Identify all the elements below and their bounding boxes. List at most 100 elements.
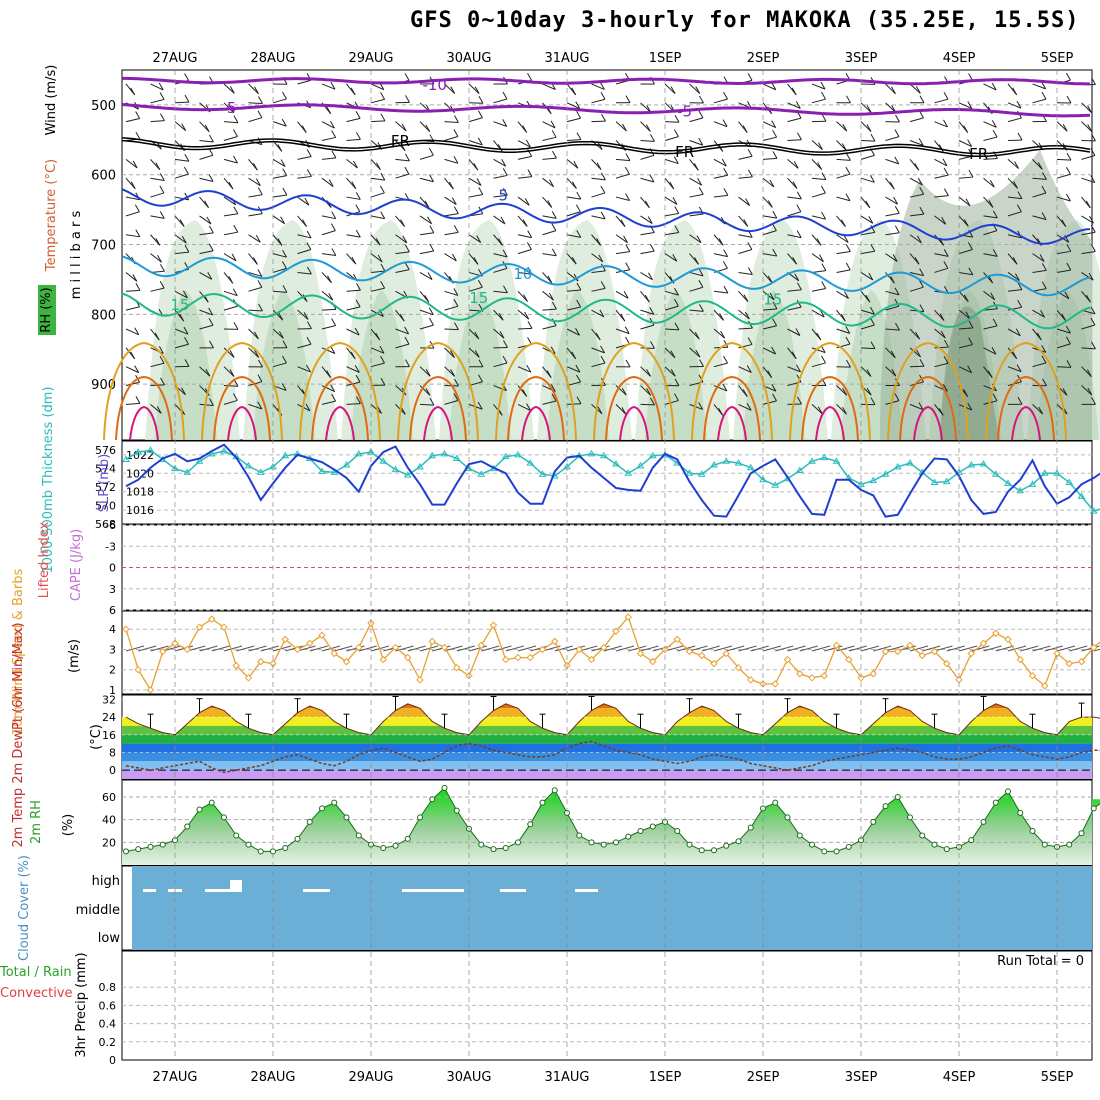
rh-marker xyxy=(123,848,129,855)
wind-barb xyxy=(346,117,361,123)
wind-barb-flag xyxy=(281,261,287,269)
wind-barb-flag xyxy=(258,359,263,368)
wind-barb-flag xyxy=(650,341,655,349)
surface-wind-barb xyxy=(726,645,745,652)
rh-marker xyxy=(1066,841,1073,848)
wind-barb xyxy=(248,271,263,277)
wind-barb-flag xyxy=(576,132,582,140)
wind-barb-flag xyxy=(1016,204,1022,213)
wind-barb-flag xyxy=(845,193,851,201)
wind-barb xyxy=(811,347,826,354)
thickness-marker xyxy=(342,461,351,468)
rh-region xyxy=(253,290,315,440)
wind-barb xyxy=(1081,102,1092,113)
wind-barb-flag xyxy=(429,225,435,233)
wind-barb-flag xyxy=(967,101,973,109)
wind-barb-flag xyxy=(1016,364,1022,372)
li-tick-label: 3 xyxy=(109,583,116,596)
wind-barb xyxy=(640,121,651,132)
wind-barb xyxy=(885,196,898,205)
wind-barb xyxy=(738,327,753,330)
wind-barb xyxy=(444,158,459,164)
wind-barb-flag xyxy=(699,359,704,367)
wind-barb xyxy=(909,271,924,277)
wind-barb xyxy=(640,215,653,224)
surface-wind-barb xyxy=(1032,645,1051,652)
thickness-marker xyxy=(746,463,755,471)
rh-marker xyxy=(453,807,460,814)
wind-barb-flag xyxy=(158,346,164,354)
temp-tick-label: 16 xyxy=(102,729,116,742)
wind-barb xyxy=(370,83,384,91)
wind-barb xyxy=(909,328,920,340)
wind-barb-flag xyxy=(1017,282,1023,290)
wind-barb xyxy=(591,270,606,273)
wind-barb xyxy=(811,140,823,151)
wind-speed-marker xyxy=(146,686,155,694)
wind-barb-flag xyxy=(840,313,846,322)
wind-barb-flag xyxy=(722,119,728,127)
wind-speed-marker xyxy=(1016,655,1024,664)
wind-barb xyxy=(419,385,431,396)
wind-barb xyxy=(199,154,214,160)
wind-barb xyxy=(664,83,676,95)
wind-barb-flag xyxy=(669,181,675,190)
wind-barb-flag xyxy=(943,188,949,196)
wind-axis-label: 10m Wind Speed & Barbs xyxy=(11,569,26,736)
wind-barb-flag xyxy=(159,92,165,100)
temp-contour-25 xyxy=(899,375,957,441)
wind-barb-flag xyxy=(868,272,874,281)
wind-barb xyxy=(370,347,385,354)
wind-barb-flag xyxy=(331,393,337,402)
wind-barb-flag xyxy=(870,397,876,405)
wind-barb-flag xyxy=(375,332,381,341)
wind-barb-flag xyxy=(597,406,603,414)
wind-barb xyxy=(566,403,582,405)
wind-barb-flag xyxy=(257,110,263,118)
wind-barb-flag xyxy=(573,160,579,169)
wind-barb xyxy=(150,99,165,104)
wind-barb-flag xyxy=(302,294,308,302)
wind-barb xyxy=(1007,196,1022,200)
wind-barb-flag xyxy=(159,211,165,219)
wind-barb-flag xyxy=(571,256,577,265)
wind-speed-marker xyxy=(257,657,265,666)
date-label-bottom: 4SEP xyxy=(943,1070,976,1085)
wind-barb xyxy=(444,328,459,331)
wind-barb xyxy=(591,177,606,181)
wind-barb-flag xyxy=(846,95,851,104)
wind-barb xyxy=(566,102,580,110)
wind-barb xyxy=(836,158,851,161)
wind-barb xyxy=(713,121,728,128)
wind-barb xyxy=(272,328,284,339)
temp-contour-20 xyxy=(691,341,773,441)
wind-barb xyxy=(346,158,358,169)
wind-barb xyxy=(223,385,239,387)
wind-barb-flag xyxy=(844,291,849,299)
wind-barb-flag xyxy=(575,364,581,373)
wind-barb-flag xyxy=(575,204,581,213)
wind-barb xyxy=(738,403,752,411)
wind-barb-flag xyxy=(600,185,606,194)
wind-speed-marker xyxy=(379,655,387,664)
wind-barb-flag xyxy=(478,187,484,195)
wind-barb-flag xyxy=(209,398,214,406)
wind-speed-marker xyxy=(220,623,228,631)
wind-barb-flag xyxy=(1066,360,1072,368)
surface-wind-barb xyxy=(946,645,965,652)
wind-barb xyxy=(542,157,557,160)
wind-barb xyxy=(664,136,679,141)
wind-barb xyxy=(860,231,875,236)
rh-marker xyxy=(380,845,387,851)
surface-wind-barb xyxy=(775,645,794,652)
wind-barb xyxy=(248,347,260,358)
rh-marker xyxy=(674,828,681,834)
surface-wind-barb xyxy=(750,645,769,652)
wind-barb xyxy=(444,366,455,377)
wind-barb xyxy=(468,194,483,198)
wind-speed-marker xyxy=(673,635,681,644)
wind-barb xyxy=(983,215,998,219)
wind-barb-flag xyxy=(527,321,533,329)
wind-barb xyxy=(370,215,385,220)
